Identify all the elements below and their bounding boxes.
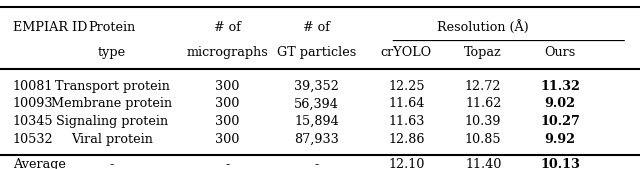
Text: # of: # of (303, 21, 330, 33)
Text: 11.63: 11.63 (388, 115, 424, 128)
Text: Viral protein: Viral protein (71, 133, 153, 146)
Text: 9.02: 9.02 (545, 98, 575, 110)
Text: Membrane protein: Membrane protein (51, 98, 173, 110)
Text: -: - (315, 158, 319, 169)
Text: type: type (98, 46, 126, 59)
Text: 10532: 10532 (13, 133, 53, 146)
Text: 12.10: 12.10 (388, 158, 424, 169)
Text: # of: # of (214, 21, 241, 33)
Text: Topaz: Topaz (465, 46, 502, 59)
Text: 10093: 10093 (13, 98, 53, 110)
Text: Average: Average (13, 158, 66, 169)
Text: 15,894: 15,894 (294, 115, 339, 128)
Text: 11.62: 11.62 (465, 98, 501, 110)
Text: 11.32: 11.32 (540, 80, 580, 93)
Text: 87,933: 87,933 (294, 133, 339, 146)
Text: 300: 300 (215, 98, 239, 110)
Text: 11.64: 11.64 (388, 98, 424, 110)
Text: Resolution (Å): Resolution (Å) (437, 20, 529, 34)
Text: -: - (225, 158, 229, 169)
Text: -: - (110, 158, 114, 169)
Text: 11.40: 11.40 (465, 158, 501, 169)
Text: crYOLO: crYOLO (381, 46, 432, 59)
Text: Ours: Ours (545, 46, 575, 59)
Text: 10.39: 10.39 (465, 115, 502, 128)
Text: 12.86: 12.86 (388, 133, 425, 146)
Text: 300: 300 (215, 115, 239, 128)
Text: Protein: Protein (88, 21, 136, 33)
Text: 300: 300 (215, 133, 239, 146)
Text: 56,394: 56,394 (294, 98, 339, 110)
Text: 12.72: 12.72 (465, 80, 502, 93)
Text: Signaling protein: Signaling protein (56, 115, 168, 128)
Text: 300: 300 (215, 80, 239, 93)
Text: Transport protein: Transport protein (54, 80, 170, 93)
Text: 10.27: 10.27 (540, 115, 580, 128)
Text: 39,352: 39,352 (294, 80, 339, 93)
Text: 10081: 10081 (13, 80, 53, 93)
Text: 9.92: 9.92 (545, 133, 575, 146)
Text: 12.25: 12.25 (388, 80, 425, 93)
Text: GT particles: GT particles (277, 46, 356, 59)
Text: 10.85: 10.85 (465, 133, 502, 146)
Text: 10.13: 10.13 (540, 158, 580, 169)
Text: 10345: 10345 (13, 115, 53, 128)
Text: micrographs: micrographs (186, 46, 268, 59)
Text: EMPIAR ID: EMPIAR ID (13, 21, 87, 33)
